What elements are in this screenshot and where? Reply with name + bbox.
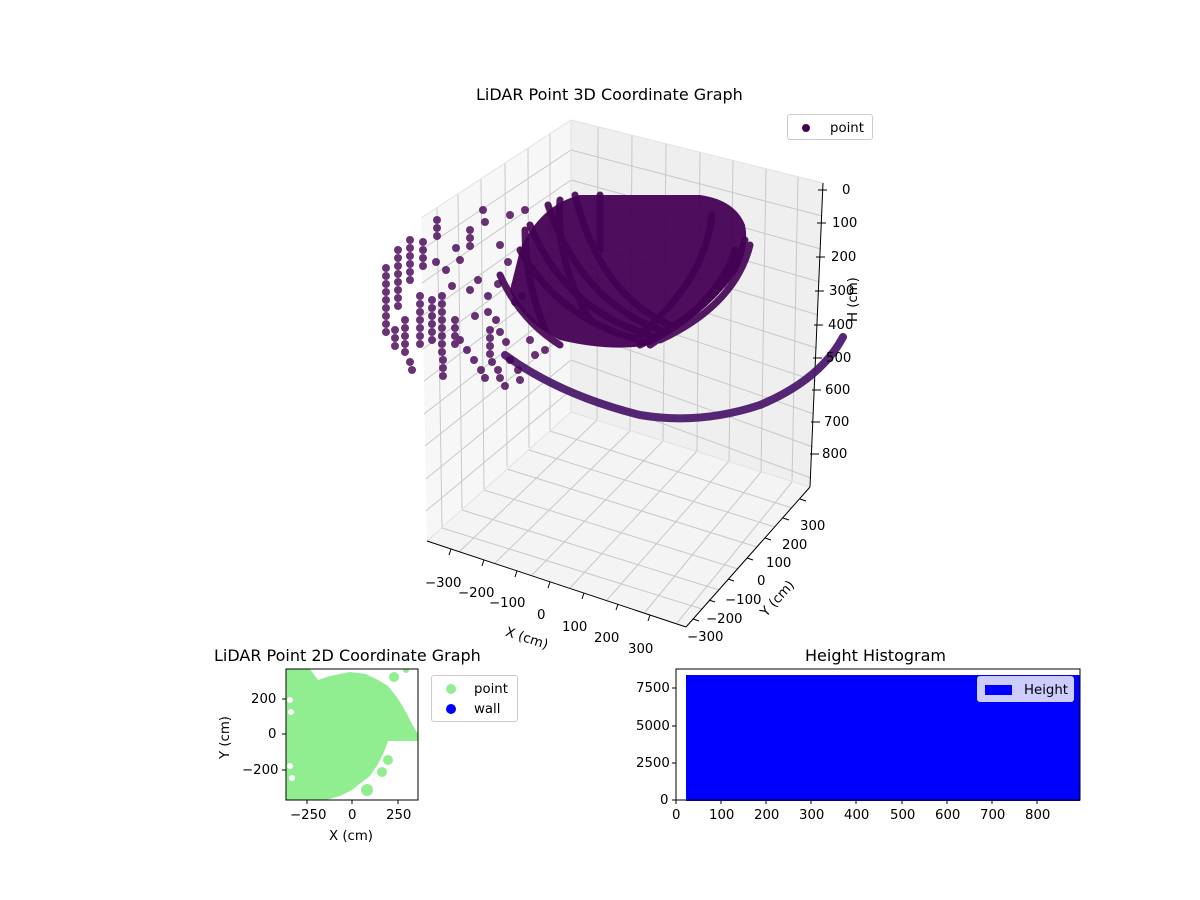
x-tick-label: 0 [537, 608, 546, 623]
z-tick-label: 300 [829, 284, 855, 299]
x-tick-label: 100 [562, 620, 588, 635]
xhist-tick-label: 100 [709, 808, 735, 823]
x2d-tick-label: −250 [290, 808, 327, 823]
title-hist: Height Histogram [805, 646, 946, 665]
y-tick-label: 300 [800, 519, 826, 534]
x-tick-label: −300 [425, 576, 462, 591]
title-3d: LiDAR Point 3D Coordinate Graph [476, 85, 743, 104]
y-tick-label: 100 [766, 556, 792, 571]
xhist-tick-label: 0 [672, 808, 681, 823]
y2d-tick-label: −200 [242, 763, 279, 778]
legend-2d-point-label: point [474, 681, 508, 697]
yhist-tick-label: 2500 [636, 756, 670, 771]
scatter-3d-points [382, 191, 847, 423]
z-axis-line [809, 182, 824, 488]
xhist-tick-label: 300 [799, 808, 825, 823]
plot-2d[interactable] [270, 660, 430, 820]
z-axis-label: H (cm) [846, 277, 861, 322]
legend-3d-point-label: point [830, 120, 864, 136]
legend-3d: point [787, 114, 873, 140]
yhist-tick-label: 5000 [636, 719, 670, 734]
legend-hist: Height [977, 676, 1074, 702]
legend-height-swatch-icon [985, 685, 1013, 695]
x-tick-label: −100 [489, 596, 526, 611]
y-tick-label: −100 [725, 593, 762, 608]
y2d-tick-label: 0 [268, 727, 277, 742]
z-tick-label: 200 [831, 250, 857, 265]
z-ticks [810, 189, 827, 455]
legend-2d: point wall [431, 675, 518, 722]
xhist-tick-label: 200 [754, 808, 780, 823]
y-ticks [692, 498, 807, 622]
x-tick-label: 200 [594, 631, 620, 646]
yhist-tick-label: 7500 [636, 681, 670, 696]
z-tick-label: 800 [822, 447, 848, 462]
ticks-hist [672, 687, 1038, 804]
x2d-tick-label: 250 [386, 808, 412, 823]
legend-wall-marker-icon [446, 704, 456, 714]
xhist-tick-label: 700 [980, 808, 1006, 823]
yhist-tick-label: 0 [660, 793, 669, 808]
z-tick-label: 400 [828, 318, 854, 333]
legend-point-marker-icon [802, 124, 810, 132]
xhist-tick-label: 500 [890, 808, 916, 823]
x2d-axis-label: X (cm) [329, 829, 373, 844]
axes-frame-hist [675, 668, 1081, 801]
y-tick-label: −300 [687, 630, 724, 645]
z-tick-label: 600 [825, 383, 851, 398]
y-axis-line [685, 486, 811, 628]
y2d-tick-label: 200 [251, 692, 277, 707]
y2d-axis-label: Y (cm) [218, 716, 233, 759]
xhist-tick-label: 400 [844, 808, 870, 823]
x-tick-label: −200 [458, 586, 495, 601]
legend-point-marker-icon [446, 684, 456, 694]
legend-hist-label: Height [1024, 682, 1068, 698]
pane-floor [427, 412, 810, 627]
z-tick-label: 500 [826, 351, 852, 366]
y-tick-label: −200 [706, 612, 743, 627]
ticks-2d [282, 698, 399, 804]
z-tick-label: 100 [832, 216, 858, 231]
xhist-tick-label: 600 [935, 808, 961, 823]
xhist-tick-label: 800 [1025, 808, 1051, 823]
scatter-2d-points [286, 669, 418, 800]
axis-lines-3d [426, 182, 824, 628]
x-axis-line [426, 540, 687, 628]
plot-3d[interactable] [0, 0, 1200, 660]
z-tick-label: 700 [824, 415, 850, 430]
x-tick-label: 300 [628, 642, 654, 657]
z-tick-label: 0 [842, 183, 851, 198]
y-tick-label: 200 [782, 538, 808, 553]
title-2d: LiDAR Point 2D Coordinate Graph [214, 646, 481, 665]
legend-2d-wall-label: wall [474, 701, 501, 717]
x2d-tick-label: 0 [348, 808, 357, 823]
y-tick-label: 0 [757, 574, 766, 589]
x-ticks [448, 548, 651, 622]
